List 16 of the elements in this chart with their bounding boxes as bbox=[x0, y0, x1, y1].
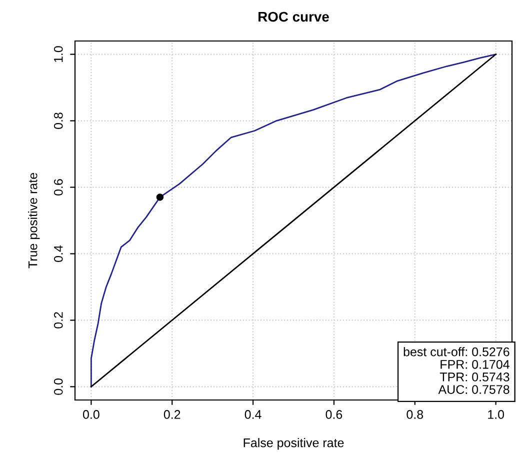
y-tick-label: 0.6 bbox=[54, 179, 63, 196]
y-axis-title: True positive rate bbox=[28, 173, 40, 268]
y-tick-label: 0.8 bbox=[54, 112, 63, 129]
x-tick-label: 1.0 bbox=[488, 410, 504, 419]
x-axis-title: False positive rate bbox=[244, 438, 344, 450]
y-tick-label: 1.0 bbox=[54, 46, 63, 62]
x-tick-label: 0.4 bbox=[244, 410, 262, 419]
x-tick-label: 0.0 bbox=[82, 410, 100, 419]
y-tick-label: 0.0 bbox=[54, 378, 63, 395]
x-tick-label: 0.6 bbox=[326, 410, 342, 419]
x-tick-label: 0.2 bbox=[164, 410, 180, 419]
y-tick-label: 0.4 bbox=[54, 245, 63, 262]
annotation: best cut-off: 0.5276 FPR: 0.1704 TPR: 0.5743 AUC: 0.7578 bbox=[404, 347, 510, 394]
x-tick-label: 0.8 bbox=[406, 410, 424, 419]
y-tick-label: 0.2 bbox=[54, 312, 63, 328]
chart-title: ROC curve bbox=[258, 12, 329, 22]
